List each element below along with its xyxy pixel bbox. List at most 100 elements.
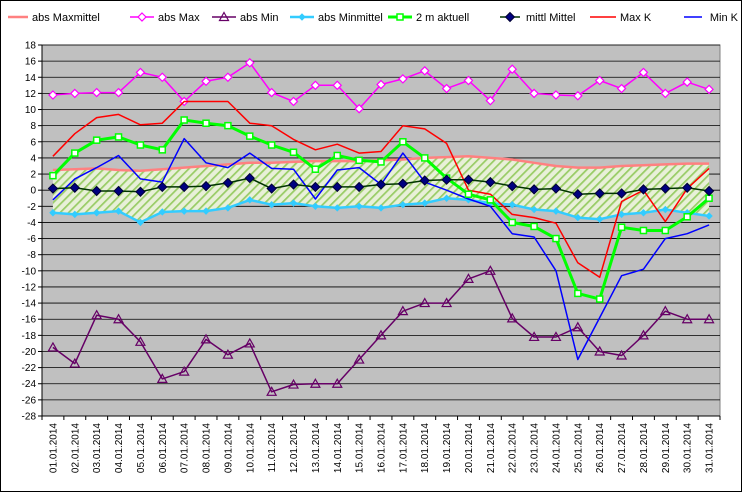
y-tick-label: 8 bbox=[30, 121, 36, 132]
point-abs-minmittel bbox=[136, 218, 145, 227]
point-abs-minmittel bbox=[596, 215, 604, 223]
point-abs-minmittel bbox=[552, 207, 560, 215]
point-mittl-mittel bbox=[507, 180, 518, 192]
point-abs-min bbox=[178, 365, 190, 376]
y-tick-label: -22 bbox=[22, 363, 37, 374]
point-mittl-mittel bbox=[441, 174, 452, 185]
point-2-m-aktuell bbox=[420, 154, 429, 162]
point-abs-minmittel bbox=[246, 196, 254, 204]
x-tick-label: 02.01.2014 bbox=[70, 423, 81, 473]
point-2-m-aktuell bbox=[92, 136, 101, 144]
series-2-m-aktuell bbox=[49, 116, 713, 303]
legend-label-max-k: Max K bbox=[620, 12, 652, 24]
point-abs-max bbox=[441, 83, 452, 94]
point-abs-max bbox=[704, 84, 714, 95]
point-abs-max bbox=[551, 90, 561, 100]
y-tick-label: -26 bbox=[22, 395, 37, 406]
point-abs-minmittel bbox=[71, 210, 79, 219]
point-abs-minmittel bbox=[333, 204, 341, 212]
point-abs-max bbox=[135, 67, 146, 78]
point-abs-max bbox=[354, 103, 364, 114]
point-2-m-aktuell bbox=[377, 158, 385, 166]
point-2-m-aktuell bbox=[508, 218, 516, 227]
y-tick-label: -4 bbox=[27, 218, 36, 229]
point-2-m-aktuell bbox=[289, 148, 298, 157]
point-abs-min bbox=[441, 297, 453, 308]
legend-marker-2-m-aktuell bbox=[396, 13, 404, 21]
point-abs-min bbox=[244, 337, 256, 348]
series-layer bbox=[47, 57, 715, 396]
point-mittl-mittel bbox=[178, 181, 190, 193]
point-mittl-mittel bbox=[332, 181, 343, 193]
y-tick-label: -8 bbox=[27, 250, 36, 261]
y-tick-label: -14 bbox=[22, 299, 37, 310]
point-abs-min bbox=[528, 331, 540, 342]
point-abs-max bbox=[682, 77, 693, 87]
point-mittl-mittel bbox=[594, 188, 605, 199]
point-abs-min bbox=[462, 273, 475, 283]
point-2-m-aktuell bbox=[224, 121, 232, 130]
point-2-m-aktuell bbox=[399, 138, 407, 146]
point-abs-min bbox=[506, 312, 518, 323]
point-abs-min bbox=[659, 305, 671, 316]
point-abs-min bbox=[703, 313, 715, 324]
x-tick-label: 12.01.2014 bbox=[289, 423, 300, 473]
point-mittl-mittel bbox=[703, 185, 715, 197]
y-tick-label: -6 bbox=[27, 234, 36, 245]
point-mittl-mittel bbox=[550, 183, 562, 194]
series-line-max-k bbox=[52, 100, 710, 279]
y-tick-label: 16 bbox=[25, 57, 37, 68]
point-abs-min bbox=[91, 309, 103, 320]
point-abs-min bbox=[484, 265, 496, 275]
point-abs-min bbox=[309, 378, 321, 388]
point-abs-max bbox=[244, 57, 255, 68]
point-mittl-mittel bbox=[375, 179, 387, 190]
point-abs-minmittel bbox=[508, 200, 516, 209]
point-abs-max bbox=[529, 88, 539, 99]
point-2-m-aktuell bbox=[158, 146, 167, 154]
point-mittl-mittel bbox=[660, 183, 671, 194]
point-2-m-aktuell bbox=[355, 156, 363, 165]
x-tick-label: 25.01.2014 bbox=[573, 423, 584, 473]
point-mittl-mittel bbox=[244, 172, 255, 184]
x-tick-label: 03.01.2014 bbox=[92, 423, 103, 473]
y-tick-label: 14 bbox=[25, 73, 37, 84]
point-abs-min bbox=[375, 329, 387, 340]
point-2-m-aktuell bbox=[464, 190, 473, 198]
x-tick-label: 10.01.2014 bbox=[245, 423, 256, 473]
point-abs-min bbox=[594, 345, 606, 356]
point-abs-minmittel bbox=[355, 202, 363, 211]
point-abs-minmittel bbox=[180, 207, 188, 215]
point-abs-max bbox=[507, 64, 518, 75]
point-mittl-mittel bbox=[266, 183, 277, 194]
point-abs-max bbox=[157, 72, 168, 83]
legend-label-min-k: Min K bbox=[710, 12, 739, 24]
point-abs-minmittel bbox=[224, 204, 232, 212]
x-tick-label: 28.01.2014 bbox=[639, 423, 650, 473]
legend-item-abs-maxmittel: abs Maxmittel bbox=[8, 12, 100, 24]
x-tick-label: 27.01.2014 bbox=[617, 423, 628, 473]
point-2-m-aktuell bbox=[639, 226, 648, 235]
point-abs-max bbox=[288, 96, 299, 107]
y-tick-label: 18 bbox=[25, 41, 37, 52]
plot-area bbox=[41, 44, 721, 417]
point-abs-min bbox=[550, 331, 562, 342]
point-abs-min bbox=[200, 333, 212, 344]
legend: abs Maxmittel abs Max abs Min abs Minmittel… bbox=[8, 11, 739, 24]
point-2-m-aktuell bbox=[246, 132, 254, 140]
y-tick-label: -24 bbox=[22, 379, 37, 390]
point-abs-minmittel bbox=[530, 205, 538, 214]
y-tick-label: -20 bbox=[22, 347, 37, 358]
point-abs-minmittel bbox=[289, 199, 298, 207]
x-tick-label: 21.01.2014 bbox=[486, 423, 497, 473]
point-mittl-mittel bbox=[681, 182, 693, 193]
point-abs-min bbox=[681, 313, 693, 324]
point-mittl-mittel bbox=[222, 177, 234, 189]
legend-item-max-k: Max K bbox=[590, 12, 652, 24]
point-2-m-aktuell bbox=[114, 133, 123, 141]
point-mittl-mittel bbox=[288, 179, 299, 190]
point-mittl-mittel bbox=[419, 175, 430, 186]
series-max-k bbox=[52, 100, 710, 279]
point-abs-max bbox=[332, 80, 343, 91]
x-tick-label: 11.01.2014 bbox=[267, 423, 278, 473]
